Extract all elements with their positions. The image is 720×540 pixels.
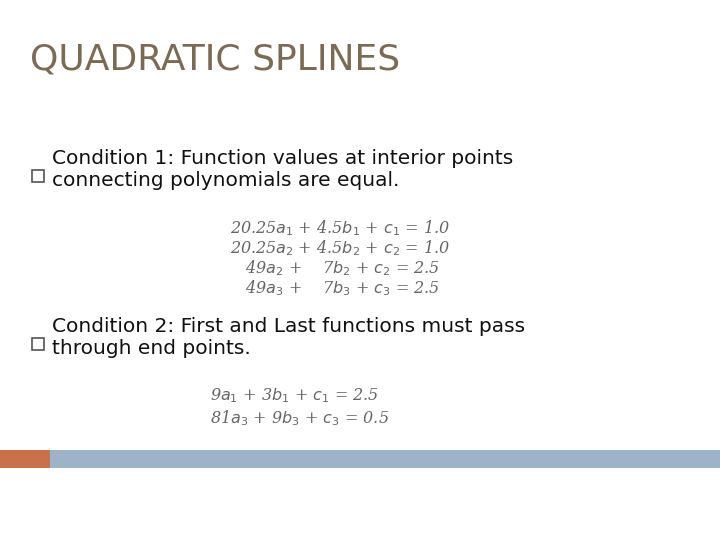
Text: Condition 1: Function values at interior points: Condition 1: Function values at interior… [52, 149, 513, 168]
Bar [0, 450, 720, 468]
Text: 20.25$a_2$ + 4.5$b_2$ + $c_2$ = 1.0: 20.25$a_2$ + 4.5$b_2$ + $c_2$ = 1.0 [230, 238, 450, 258]
Text: through end points.: through end points. [52, 339, 251, 358]
Text: Condition 2: First and Last functions must pass: Condition 2: First and Last functions mu… [52, 317, 525, 336]
Bar [32, 338, 44, 350]
Bar [32, 170, 44, 182]
Text: 9$a_1$ + 3$b_1$ + $c_1$ = 2.5: 9$a_1$ + 3$b_1$ + $c_1$ = 2.5 [210, 386, 379, 404]
Text: 81$a_3$ + 9$b_3$ + $c_3$ = 0.5: 81$a_3$ + 9$b_3$ + $c_3$ = 0.5 [210, 408, 390, 428]
Text: 20.25$a_1$ + 4.5$b_1$ + $c_1$ = 1.0: 20.25$a_1$ + 4.5$b_1$ + $c_1$ = 1.0 [230, 218, 450, 238]
Bar [0, 450, 50, 468]
Text: connecting polynomials are equal.: connecting polynomials are equal. [52, 171, 400, 190]
Text: $\quad$49$a_3$ +    7$b_3$ + $c_3$ = 2.5: $\quad$49$a_3$ + 7$b_3$ + $c_3$ = 2.5 [230, 278, 440, 298]
Text: QUADRATIC SPLINES: QUADRATIC SPLINES [30, 42, 400, 76]
Text: $\quad$49$a_2$ +    7$b_2$ + $c_2$ = 2.5: $\quad$49$a_2$ + 7$b_2$ + $c_2$ = 2.5 [230, 258, 440, 278]
